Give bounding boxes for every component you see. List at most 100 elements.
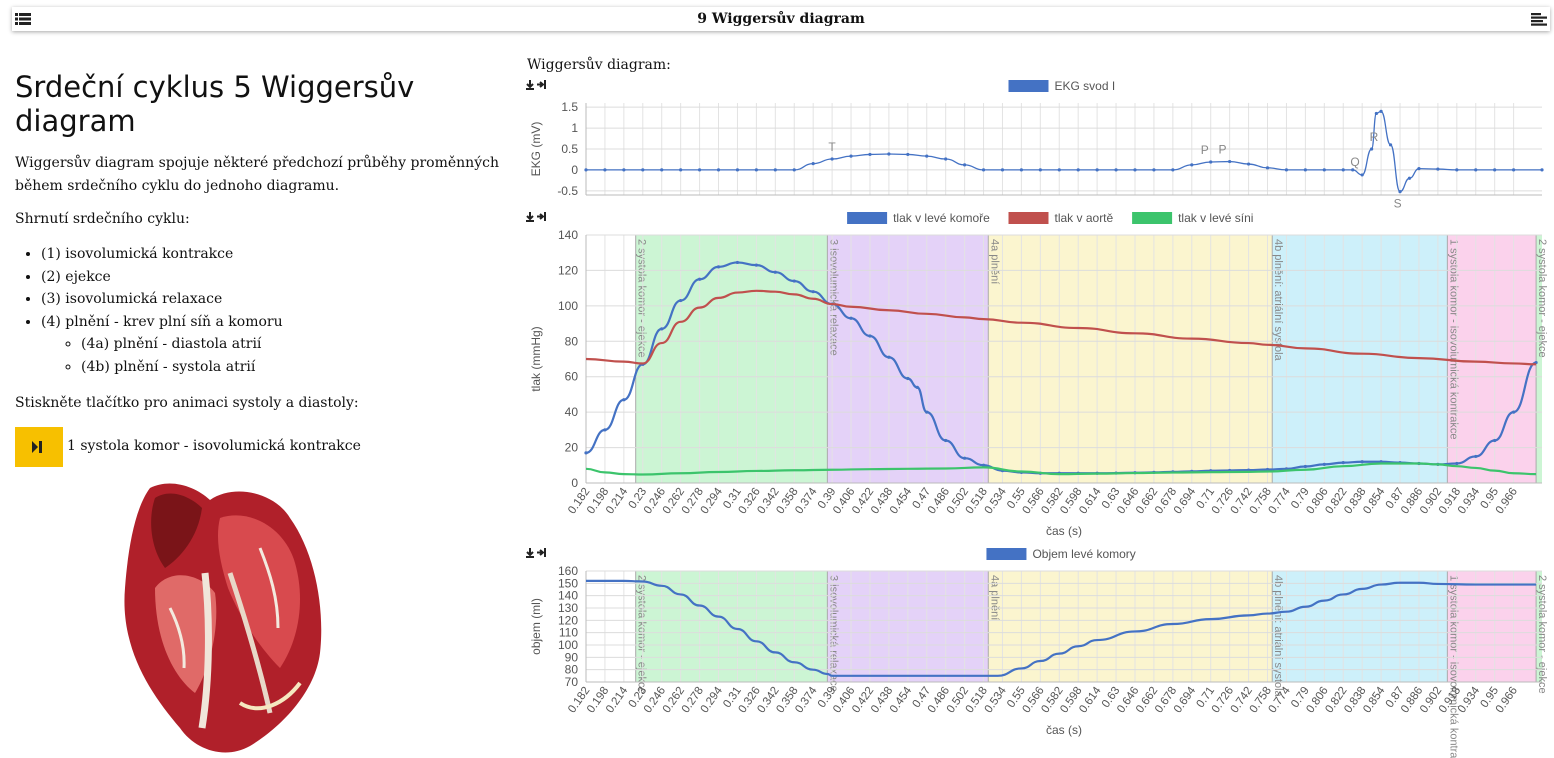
- data-point: [660, 168, 664, 172]
- fullscreen-glyph: [537, 212, 546, 221]
- data-point: [1540, 168, 1544, 172]
- phase-band: [988, 571, 1273, 682]
- data-point: [1474, 168, 1478, 172]
- play-next-button[interactable]: [15, 427, 63, 467]
- y-tick-label: 90: [565, 650, 579, 664]
- legend-swatch[interactable]: [1008, 80, 1049, 92]
- list-icon[interactable]: [14, 11, 32, 27]
- data-point: [963, 456, 967, 460]
- fullscreen-icon[interactable]: [537, 212, 546, 221]
- data-point: [792, 168, 796, 172]
- phase-band: [1447, 235, 1537, 483]
- download-icon[interactable]: [526, 212, 534, 222]
- download-icon[interactable]: [526, 548, 534, 558]
- data-point: [603, 428, 607, 432]
- data-point: [1512, 168, 1516, 172]
- x-tick-label: 0.534: [983, 485, 1010, 516]
- legend-swatch[interactable]: [986, 548, 1027, 560]
- data-point: [1171, 168, 1175, 172]
- y-tick-label: 40: [565, 405, 579, 419]
- data-point: [1374, 111, 1378, 116]
- data-point: [622, 398, 626, 402]
- y-tick-label: 110: [559, 626, 578, 640]
- data-point: [925, 154, 929, 158]
- x-tick-label: 0.374: [793, 684, 820, 715]
- download-glyph: [526, 548, 534, 558]
- x-tick-label: 0.854: [1361, 485, 1388, 516]
- y-axis-title: tlak (mmHg): [529, 326, 543, 391]
- fullscreen-icon[interactable]: [537, 80, 546, 89]
- data-point: [622, 168, 626, 172]
- y-tick-label: 0: [571, 476, 578, 490]
- legend-swatch[interactable]: [1008, 212, 1049, 224]
- phase-band-label: 4b plnění: atriální systola: [1272, 239, 1284, 362]
- ekg-wave-label: S: [1394, 197, 1402, 211]
- data-point: [963, 163, 967, 167]
- x-tick-label: 0.694: [1172, 485, 1199, 516]
- data-point: [1407, 176, 1412, 180]
- phase-band-label: 1 systola komor - isovolumická kontrakce: [1447, 239, 1459, 440]
- x-tick-label: 0.534: [983, 684, 1010, 715]
- y-tick-label: 120: [558, 613, 578, 627]
- phase-band-label: 3 isovolumická relaxace: [827, 575, 839, 692]
- download-icon[interactable]: [526, 80, 534, 90]
- phase-band-label: 4b plnění: atriální systola: [1272, 575, 1284, 698]
- x-tick-label: 0.294: [699, 684, 726, 715]
- y-tick-label: 140: [558, 589, 578, 603]
- y-axis-title: objem (ml): [529, 598, 543, 655]
- phase-band-label: 4a plnění: [988, 575, 1000, 620]
- legend-label: tlak v levé komoře: [893, 211, 990, 225]
- play-next-icon: [32, 441, 42, 453]
- data-point: [754, 168, 758, 172]
- intro-text: Wiggersův diagram spojuje některé předch…: [15, 155, 499, 194]
- legend-swatch[interactable]: [1132, 212, 1173, 224]
- data-point: [906, 152, 910, 157]
- menu-lines-icon[interactable]: [1530, 11, 1548, 27]
- y-tick-label: 0.5: [561, 142, 578, 156]
- phase-band: [1536, 571, 1542, 682]
- data-point: [1379, 109, 1383, 113]
- phase-band-label: 2 systola komor - ejekce: [636, 239, 648, 358]
- summary-label: Shrnutí srdečního cyklu:: [15, 211, 190, 227]
- data-point: [1388, 143, 1393, 147]
- data-point: [1322, 168, 1326, 172]
- y-tick-label: 120: [558, 263, 578, 277]
- x-tick-label: 0.454: [888, 485, 915, 516]
- data-point: [887, 152, 891, 156]
- diagram-section-title: Wiggersův diagram:: [527, 57, 671, 73]
- phase-band: [1447, 571, 1537, 682]
- y-tick-label: 70: [565, 675, 579, 689]
- data-point: [1038, 168, 1042, 172]
- main-heading: Srdeční cyklus 5 Wiggersův diagram: [15, 70, 415, 138]
- x-tick-label: 0.774: [1267, 684, 1294, 715]
- legend-swatch[interactable]: [847, 212, 888, 224]
- y-tick-label: 80: [565, 663, 579, 677]
- x-axis-title: čas (s): [1046, 723, 1082, 737]
- phase-item: (2) ejekce: [41, 266, 525, 289]
- data-point: [1284, 168, 1289, 172]
- data-point: [603, 168, 607, 172]
- x-tick-label: 0.614: [1077, 684, 1104, 715]
- data-point: [981, 168, 986, 172]
- ekg-wave-label: P: [1219, 143, 1227, 157]
- x-tick-label: 0.614: [1077, 485, 1104, 516]
- data-point: [811, 162, 815, 166]
- data-point: [1398, 190, 1402, 194]
- data-point: [981, 463, 986, 467]
- y-tick-label: 80: [565, 334, 579, 348]
- fullscreen-glyph: [537, 548, 546, 557]
- data-point: [1114, 168, 1118, 172]
- data-point: [1019, 168, 1024, 172]
- phase-item: (4) plnění - krev plní síň a komoru (4a)…: [41, 311, 525, 379]
- phase-item: (1) isovolumická kontrakce: [41, 243, 525, 266]
- data-point: [944, 438, 948, 443]
- fullscreen-icon[interactable]: [537, 548, 546, 557]
- data-point: [1493, 438, 1497, 443]
- y-tick-label: 1: [571, 121, 578, 135]
- phase-band: [1272, 571, 1448, 682]
- data-point: [811, 290, 815, 294]
- heart-cross-section-image: [124, 483, 322, 753]
- data-point: [1095, 168, 1099, 172]
- chart-panel-3: 2 systola komor - ejekce 3 isovolumická r…: [526, 547, 1548, 758]
- data-point: [906, 376, 910, 381]
